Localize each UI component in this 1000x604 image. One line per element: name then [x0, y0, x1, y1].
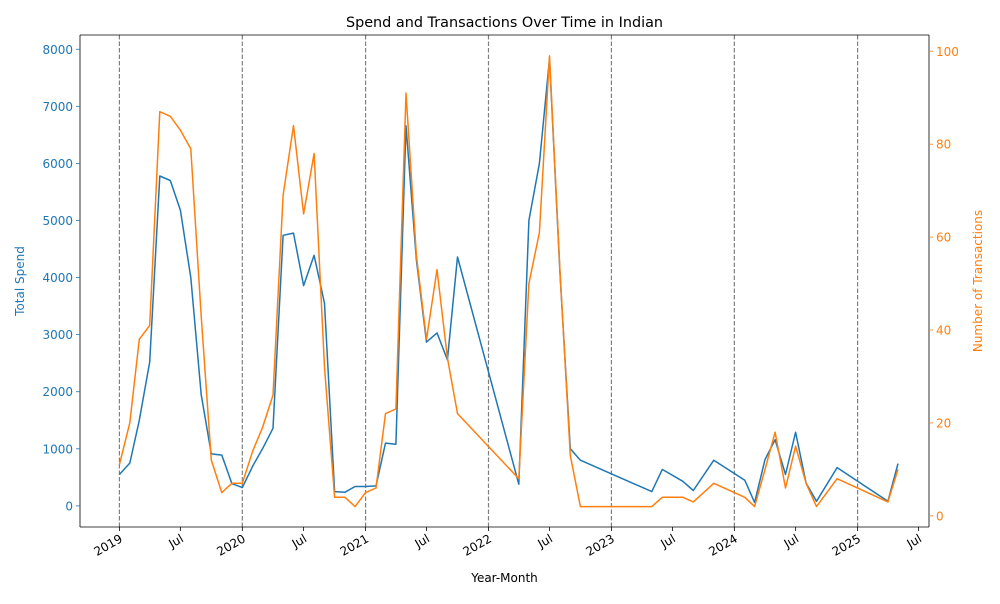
x-tick-label: Jul: [165, 531, 185, 551]
right-tick-label: 0: [936, 509, 944, 523]
left-tick-label: 5000: [42, 214, 73, 228]
left-tick-label: 1000: [42, 442, 73, 456]
left-tick-label: 8000: [42, 43, 73, 57]
left-tick-label: 2000: [42, 385, 73, 399]
x-tick-label: 2020: [214, 531, 247, 558]
x-tick-label: 2023: [583, 531, 616, 558]
right-tick-label: 80: [936, 138, 951, 152]
x-tick-label: Jul: [289, 531, 309, 551]
axes-frame: [79, 34, 930, 528]
chart-title: Spend and Transactions Over Time in Indi…: [346, 15, 663, 31]
x-tick-label: 2025: [830, 531, 863, 558]
axis-ticks: 0 1000 2000 3000 4000 5000 6000 7000 8000 0 20 40 60…: [42, 43, 958, 559]
left-tick-label: 4000: [42, 271, 73, 285]
right-tick-label: 60: [936, 231, 951, 245]
x-tick-label: 2021: [338, 531, 371, 558]
y-axis-right-label: Number of Transactions: [971, 210, 985, 352]
series-lines: [118, 55, 899, 508]
spend-series-line: [118, 58, 899, 504]
right-tick-label: 100: [936, 45, 959, 59]
left-tick-label: 6000: [42, 157, 73, 171]
right-tick-label: 40: [936, 324, 951, 338]
x-tick-label: Jul: [781, 531, 801, 551]
left-tick-label: 0: [65, 499, 73, 513]
x-tick-label: Jul: [904, 531, 924, 551]
y-axis-left-label: Total Spend: [13, 246, 27, 317]
x-tick-label: 2019: [91, 531, 124, 558]
x-tick-label: Jul: [412, 531, 432, 551]
transactions-series-line: [118, 55, 899, 508]
x-tick-label: Jul: [535, 531, 555, 551]
left-tick-label: 7000: [42, 100, 73, 114]
x-tick-label: 2022: [461, 531, 494, 558]
x-tick-label: Jul: [657, 531, 677, 551]
left-tick-label: 3000: [42, 328, 73, 342]
x-tick-label: 2024: [706, 531, 739, 558]
right-tick-label: 20: [936, 416, 951, 430]
x-axis-label: Year-Month: [470, 571, 538, 585]
year-divider-lines: [118, 35, 859, 527]
